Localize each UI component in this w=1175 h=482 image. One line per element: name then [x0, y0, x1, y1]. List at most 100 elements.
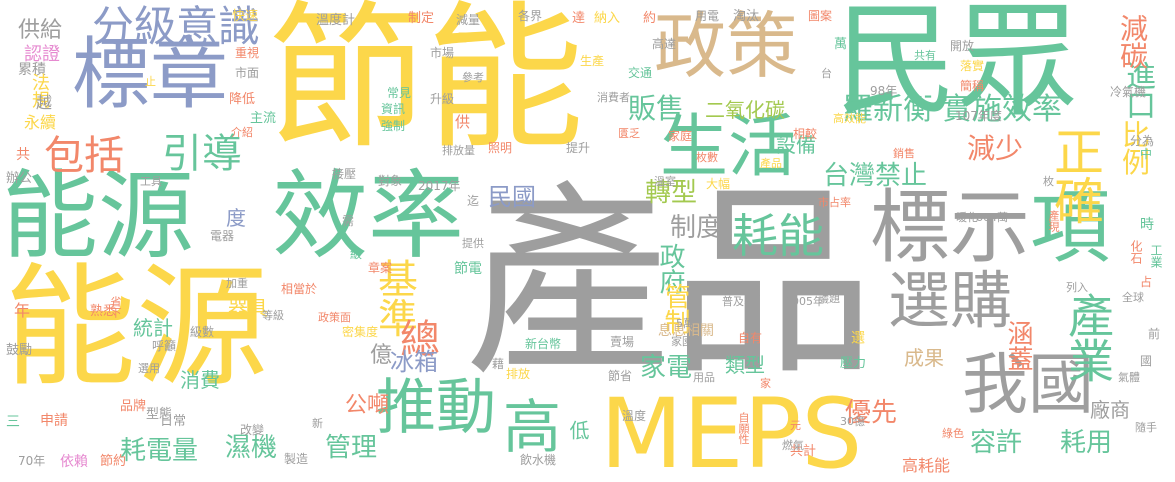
- cloud-word: 家園: [671, 335, 693, 348]
- cloud-word: 供給: [18, 18, 63, 43]
- cloud-word: 高耗能: [902, 456, 951, 475]
- cloud-word: 圖案: [808, 9, 833, 23]
- cloud-word: 推動: [376, 373, 496, 443]
- cloud-word: 107年度: [955, 109, 1002, 123]
- cloud-word: 簡稱: [960, 79, 985, 93]
- cloud-word: 管制: [660, 283, 690, 334]
- cloud-word: 枚: [1043, 175, 1054, 188]
- cloud-word: 型態: [146, 407, 173, 422]
- cloud-word: 共計: [790, 444, 817, 459]
- cloud-word: 工業: [1149, 244, 1163, 268]
- cloud-word: 淘汰: [733, 9, 760, 24]
- cloud-word: 2017年: [418, 179, 461, 193]
- cloud-word: 市占率: [818, 196, 851, 209]
- cloud-word: 濕機: [225, 433, 278, 463]
- cloud-word: 家庭: [668, 129, 693, 143]
- cloud-word: 產現: [1047, 210, 1060, 232]
- cloud-word: 台: [821, 67, 832, 80]
- cloud-word: 容許: [970, 428, 1023, 458]
- cloud-word: 申請: [40, 413, 68, 429]
- cloud-word: 越: [36, 93, 53, 112]
- cloud-word: 各界: [518, 9, 543, 23]
- cloud-word: 產品: [465, 165, 875, 403]
- cloud-word: 產業: [1061, 292, 1115, 383]
- cloud-word: 減少: [967, 132, 1024, 165]
- cloud-word: 消費者: [597, 91, 630, 104]
- cloud-word: 節能: [268, 0, 584, 171]
- cloud-word: 二氧化碳: [705, 98, 785, 122]
- cloud-word: 三: [6, 414, 20, 430]
- cloud-word: 實施效率: [942, 92, 1062, 127]
- cloud-word: 選: [849, 330, 865, 344]
- cloud-word: 節電: [454, 261, 482, 277]
- cloud-word: 綠色: [942, 427, 964, 440]
- cloud-word: 基準: [371, 258, 417, 337]
- cloud-word: 家電: [640, 353, 693, 383]
- cloud-word: 減量: [456, 13, 481, 27]
- cloud-word: 品牌: [120, 399, 147, 414]
- cloud-word: 優先: [845, 398, 898, 428]
- cloud-word: 電器: [210, 229, 235, 243]
- cloud-word: 認證: [24, 44, 60, 65]
- cloud-word: 公噸: [345, 393, 390, 418]
- cloud-word: 改變: [240, 423, 265, 437]
- cloud-word: 70年: [18, 454, 46, 468]
- cloud-word: 涵蓋: [1003, 320, 1033, 371]
- cloud-word: 落實: [960, 59, 985, 73]
- cloud-word: 民眾: [835, 0, 1079, 132]
- cloud-word: 節省: [608, 369, 633, 383]
- cloud-word: 98年: [870, 84, 898, 98]
- cloud-word: 重視: [235, 46, 260, 60]
- cloud-word: 永續: [24, 113, 57, 132]
- cloud-word: 資訊: [381, 102, 406, 116]
- cloud-word: 總: [400, 317, 440, 363]
- cloud-word: 制定: [408, 11, 435, 26]
- cloud-word: 標示: [870, 181, 1030, 274]
- cloud-word: 轉型: [645, 178, 698, 208]
- cloud-word: 省下: [109, 296, 122, 318]
- cloud-word: 依賴: [60, 454, 88, 470]
- cloud-word: 耗電量: [120, 436, 199, 466]
- cloud-word: 中: [1140, 147, 1153, 161]
- cloud-word: 燃氣: [782, 439, 804, 452]
- cloud-word: 達: [572, 11, 586, 26]
- cloud-word: 比例: [1118, 120, 1151, 175]
- cloud-word: 時: [1140, 217, 1154, 233]
- cloud-word: 台灣禁止: [823, 161, 928, 191]
- cloud-word: 項: [1030, 181, 1110, 274]
- cloud-word: 納入: [594, 11, 621, 26]
- cloud-word: 辦公: [6, 171, 33, 186]
- cloud-word: 成果: [904, 346, 944, 370]
- cloud-word: 作用: [446, 31, 468, 44]
- cloud-word: 分級意識: [92, 2, 261, 51]
- cloud-word: 國: [1140, 354, 1153, 368]
- cloud-word: 廠商: [1090, 398, 1130, 422]
- cloud-word: 包括: [44, 133, 124, 179]
- cloud-word: 政府: [655, 243, 685, 294]
- cloud-word: 列入: [1066, 281, 1088, 294]
- cloud-word: 密集度: [342, 325, 379, 339]
- cloud-word: 迄: [467, 194, 480, 208]
- cloud-word: 鼓勵: [6, 343, 33, 358]
- cloud-word: 等級: [262, 309, 284, 322]
- cloud-word: 工具: [140, 175, 162, 188]
- cloud-word: 分為: [1130, 134, 1155, 148]
- cloud-word: 照明: [488, 141, 513, 155]
- cloud-word: 提升: [566, 141, 591, 155]
- cloud-word: 溫度計: [316, 13, 356, 28]
- cloud-word: 隨手: [1135, 421, 1157, 434]
- cloud-word: 法規: [29, 73, 50, 109]
- cloud-word: 累積: [18, 62, 46, 78]
- cloud-word: 提供: [462, 237, 484, 250]
- cloud-word: 相較: [793, 127, 818, 141]
- cloud-word: 低: [566, 420, 590, 440]
- cloud-word: 供: [455, 113, 471, 131]
- cloud-word: 高: [503, 393, 562, 461]
- cloud-word: 民國: [488, 183, 536, 211]
- cloud-word: 大幅: [706, 177, 731, 191]
- cloud-word: 銷售: [893, 147, 915, 160]
- cloud-word: 制度: [670, 213, 723, 243]
- cloud-word: 溫室: [654, 175, 676, 188]
- cloud-word: 市場: [430, 46, 455, 60]
